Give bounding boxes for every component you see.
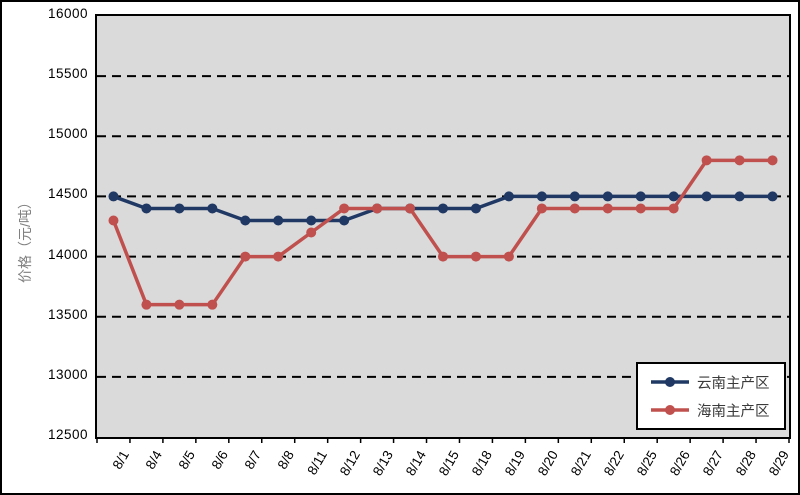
x-tick-label-8-20: 8/20 [534, 448, 561, 479]
y-tick-label-14000: 14000 [47, 246, 88, 262]
data-point [734, 191, 745, 202]
data-point [767, 191, 778, 202]
y-tick-label-14500: 14500 [47, 186, 88, 202]
data-point [569, 191, 580, 202]
data-point [174, 203, 185, 214]
x-tick-label-8-1: 8/1 [110, 448, 133, 472]
data-point [207, 203, 218, 214]
x-tick-label-8-15: 8/15 [435, 448, 462, 479]
data-point [635, 203, 646, 214]
data-point [503, 191, 514, 202]
x-tick-label-8-22: 8/22 [600, 448, 627, 479]
data-point [108, 215, 119, 226]
data-point [306, 215, 317, 226]
data-point [339, 215, 350, 226]
data-point [438, 251, 448, 262]
data-point [470, 203, 481, 214]
data-point [141, 203, 152, 214]
series-line-1 [111, 158, 775, 307]
x-tick-label-8-21: 8/21 [567, 448, 594, 479]
data-point [372, 203, 383, 214]
x-tick-label-8-6: 8/6 [208, 448, 232, 472]
data-point [536, 191, 547, 202]
legend-line-marker-icon [651, 377, 689, 387]
data-point [141, 299, 152, 310]
legend: 云南主产区 海南主产区 [636, 362, 786, 430]
data-point [701, 155, 712, 166]
data-point [470, 251, 481, 262]
data-point [635, 191, 646, 202]
data-point [240, 251, 251, 262]
x-tick-label-8-18: 8/18 [468, 448, 495, 479]
y-tick-label-16000: 16000 [47, 6, 88, 21]
data-point [536, 203, 547, 214]
x-tick-label-8-29: 8/29 [765, 448, 792, 479]
data-point [701, 191, 712, 202]
data-point [207, 299, 218, 310]
data-point [767, 155, 778, 166]
x-tick-label-8-27: 8/27 [699, 448, 726, 479]
data-point [569, 203, 580, 214]
data-point [405, 203, 416, 214]
y-tick-label-13500: 13500 [47, 306, 88, 322]
data-point [306, 227, 317, 238]
data-point [273, 251, 284, 262]
legend-entry-hainan: 海南主产区 [650, 400, 778, 421]
y-tick-label-15500: 15500 [47, 66, 88, 82]
data-point [273, 215, 284, 226]
x-tick-label-8-25: 8/25 [633, 448, 660, 479]
data-point [734, 155, 745, 166]
y-tick-label-13000: 13000 [47, 366, 88, 382]
x-tick-label-8-5: 8/5 [175, 448, 199, 472]
legend-label-hainan: 海南主产区 [697, 403, 770, 420]
data-point [339, 203, 350, 214]
data-point [602, 203, 613, 214]
data-point [668, 203, 679, 214]
data-point [108, 191, 119, 202]
x-tick-label-8-11: 8/11 [304, 448, 331, 478]
legend-entry-yunnan: 云南主产区 [650, 372, 778, 393]
x-tick-label-8-7: 8/7 [241, 448, 265, 472]
data-point [668, 191, 679, 202]
y-tick-label-12500: 12500 [47, 427, 88, 442]
x-tick-label-8-28: 8/28 [732, 448, 759, 479]
x-tick-label-8-13: 8/13 [369, 448, 397, 479]
x-tick-label-8-12: 8/12 [337, 448, 364, 479]
data-point [602, 191, 613, 202]
x-tick-label-8-4: 8/4 [143, 448, 166, 472]
x-tick-label-8-8: 8/8 [274, 448, 298, 472]
data-point [503, 251, 514, 262]
x-tick-label-8-19: 8/19 [501, 448, 528, 479]
legend-label-yunnan: 云南主产区 [697, 375, 770, 392]
x-tick-label-8-26: 8/26 [666, 448, 693, 479]
data-point [174, 299, 185, 310]
legend-line-marker-icon [651, 405, 689, 415]
y-tick-label-15000: 15000 [47, 126, 88, 142]
x-tick-label-8-14: 8/14 [402, 448, 430, 479]
data-point [438, 203, 448, 214]
data-point [240, 215, 251, 226]
